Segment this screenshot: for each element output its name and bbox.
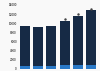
Bar xyxy=(20,26,30,66)
Bar xyxy=(60,21,70,65)
Bar xyxy=(33,66,43,69)
Bar xyxy=(73,65,83,69)
Bar xyxy=(86,10,96,65)
Bar xyxy=(46,26,56,66)
Bar xyxy=(86,65,96,69)
Bar xyxy=(73,16,83,65)
Bar xyxy=(33,27,43,66)
Bar xyxy=(60,65,70,69)
Bar xyxy=(20,66,30,69)
Bar xyxy=(46,66,56,69)
